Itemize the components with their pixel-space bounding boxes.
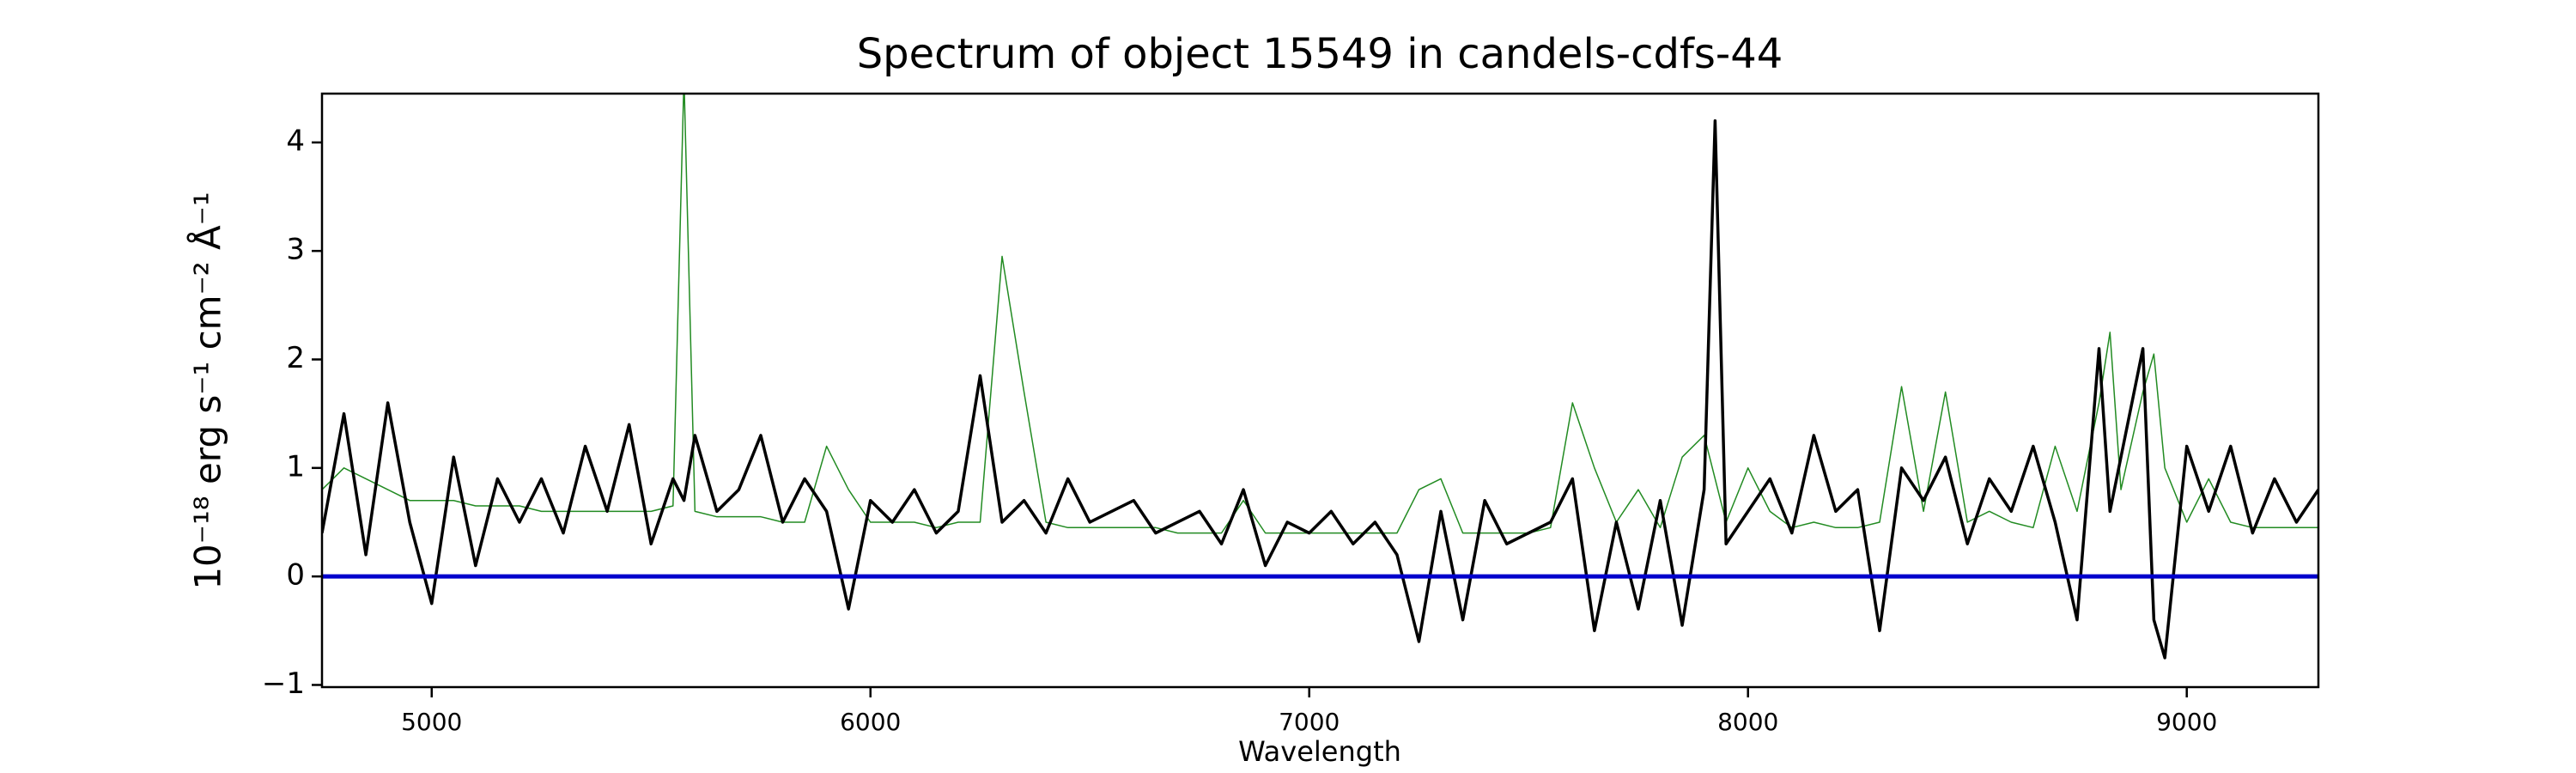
x-axis-label: Wavelength: [1238, 735, 1401, 768]
y-tick-label: 1: [286, 449, 305, 484]
plot-area: [322, 94, 2318, 660]
x-tick-label: 8000: [1717, 708, 1778, 736]
x-tick-label: 6000: [840, 708, 901, 736]
y-tick-label: 0: [286, 558, 305, 593]
x-tick-label: 9000: [2156, 708, 2217, 736]
x-tick-label: 7000: [1279, 708, 1340, 736]
y-tick-label: 4: [286, 124, 305, 158]
axes-frame: [320, 92, 2320, 689]
y-tick-label: −1: [262, 666, 305, 701]
x-tick-label: 5000: [401, 708, 462, 736]
y-tick-label: 2: [286, 341, 305, 375]
y-tick-label: 3: [286, 233, 305, 267]
chart-title: Spectrum of object 15549 in candels-cdfs…: [857, 30, 1783, 78]
spectrum-line: [322, 94, 2318, 534]
y-axis-label: 10⁻¹⁸ erg s⁻¹ cm⁻² Å⁻¹: [186, 192, 229, 589]
spectrum-line: [322, 119, 2318, 660]
